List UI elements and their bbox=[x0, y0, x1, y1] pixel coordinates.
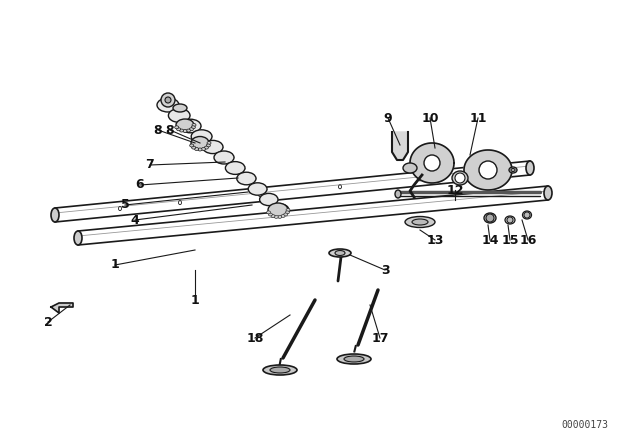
Text: 10: 10 bbox=[421, 112, 439, 125]
Ellipse shape bbox=[176, 119, 194, 131]
Polygon shape bbox=[464, 150, 512, 190]
Circle shape bbox=[161, 93, 175, 107]
Text: 00000173: 00000173 bbox=[561, 420, 608, 430]
Ellipse shape bbox=[329, 249, 351, 257]
Ellipse shape bbox=[405, 216, 435, 228]
Ellipse shape bbox=[271, 215, 275, 218]
Circle shape bbox=[479, 161, 497, 179]
Ellipse shape bbox=[268, 213, 273, 216]
Text: 17: 17 bbox=[371, 332, 388, 345]
Ellipse shape bbox=[248, 183, 267, 195]
Polygon shape bbox=[51, 303, 73, 313]
Ellipse shape bbox=[180, 129, 184, 132]
Circle shape bbox=[507, 217, 513, 223]
Ellipse shape bbox=[337, 354, 371, 364]
Ellipse shape bbox=[177, 128, 180, 131]
Ellipse shape bbox=[526, 161, 534, 175]
Ellipse shape bbox=[202, 147, 205, 151]
Ellipse shape bbox=[206, 144, 211, 147]
Ellipse shape bbox=[186, 129, 191, 132]
Text: 2: 2 bbox=[44, 315, 52, 328]
Ellipse shape bbox=[268, 203, 288, 217]
Ellipse shape bbox=[203, 140, 223, 154]
Ellipse shape bbox=[237, 172, 256, 185]
Text: 6: 6 bbox=[136, 178, 144, 191]
Ellipse shape bbox=[544, 186, 552, 200]
Ellipse shape bbox=[344, 356, 364, 362]
Ellipse shape bbox=[284, 213, 287, 216]
Ellipse shape bbox=[157, 98, 179, 112]
Ellipse shape bbox=[275, 215, 278, 218]
Ellipse shape bbox=[191, 130, 212, 143]
Text: 15: 15 bbox=[501, 233, 519, 246]
Ellipse shape bbox=[225, 162, 245, 174]
Ellipse shape bbox=[214, 151, 234, 164]
Circle shape bbox=[455, 173, 465, 183]
Ellipse shape bbox=[180, 119, 201, 133]
Text: 1: 1 bbox=[191, 293, 200, 306]
Ellipse shape bbox=[270, 367, 290, 373]
Text: 5: 5 bbox=[120, 198, 129, 211]
Text: 16: 16 bbox=[519, 233, 537, 246]
Ellipse shape bbox=[51, 208, 59, 222]
Ellipse shape bbox=[198, 148, 202, 151]
Text: 8: 8 bbox=[166, 124, 174, 137]
Ellipse shape bbox=[263, 365, 297, 375]
Ellipse shape bbox=[395, 190, 401, 198]
Text: 18: 18 bbox=[246, 332, 264, 345]
Ellipse shape bbox=[271, 204, 289, 216]
Ellipse shape bbox=[74, 231, 82, 245]
Ellipse shape bbox=[189, 144, 194, 147]
Ellipse shape bbox=[260, 194, 278, 206]
Ellipse shape bbox=[191, 146, 196, 149]
Ellipse shape bbox=[191, 137, 209, 150]
Text: 3: 3 bbox=[381, 263, 389, 276]
Text: 1: 1 bbox=[111, 258, 120, 271]
Text: 7: 7 bbox=[146, 159, 154, 172]
Ellipse shape bbox=[173, 104, 187, 112]
Text: 9: 9 bbox=[384, 112, 392, 125]
Circle shape bbox=[486, 214, 494, 222]
Text: 4: 4 bbox=[131, 214, 140, 227]
Polygon shape bbox=[392, 132, 408, 160]
Ellipse shape bbox=[189, 128, 193, 131]
Ellipse shape bbox=[207, 142, 211, 145]
Ellipse shape bbox=[175, 126, 179, 129]
Ellipse shape bbox=[335, 250, 345, 255]
Ellipse shape bbox=[192, 124, 196, 126]
Ellipse shape bbox=[183, 129, 187, 133]
Ellipse shape bbox=[509, 167, 517, 173]
Ellipse shape bbox=[484, 213, 496, 223]
Ellipse shape bbox=[412, 219, 428, 225]
Ellipse shape bbox=[278, 215, 282, 218]
Polygon shape bbox=[410, 143, 454, 183]
Ellipse shape bbox=[281, 215, 285, 218]
Circle shape bbox=[165, 97, 171, 103]
Text: 12: 12 bbox=[446, 184, 464, 197]
Ellipse shape bbox=[452, 171, 468, 185]
Text: 13: 13 bbox=[426, 233, 444, 246]
Ellipse shape bbox=[195, 147, 198, 151]
Ellipse shape bbox=[522, 211, 531, 219]
Text: 8: 8 bbox=[154, 124, 163, 137]
Ellipse shape bbox=[285, 211, 289, 214]
Ellipse shape bbox=[286, 208, 290, 211]
Ellipse shape bbox=[204, 146, 209, 149]
Circle shape bbox=[424, 155, 440, 171]
Ellipse shape bbox=[403, 163, 417, 173]
Ellipse shape bbox=[505, 216, 515, 224]
Ellipse shape bbox=[267, 211, 271, 214]
Ellipse shape bbox=[168, 108, 190, 122]
Ellipse shape bbox=[191, 126, 195, 129]
Ellipse shape bbox=[511, 168, 515, 172]
Text: 11: 11 bbox=[469, 112, 487, 125]
Circle shape bbox=[524, 212, 530, 218]
Text: 14: 14 bbox=[481, 233, 499, 246]
